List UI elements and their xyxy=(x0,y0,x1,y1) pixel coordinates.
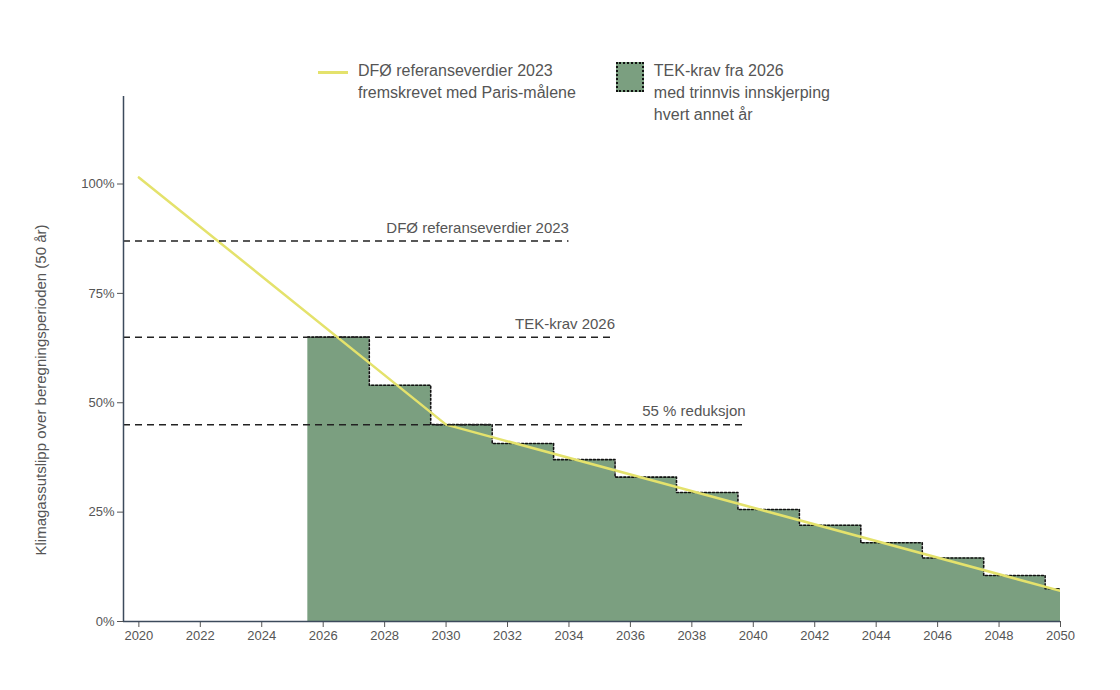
html-text:Klimagassutslipp over beregnin: Klimagassutslipp over beregningsperioden… xyxy=(31,224,49,556)
svg-text:100%: 100% xyxy=(81,176,115,191)
html-text:DFØ referanseverdier 2023 frem: DFØ referanseverdier 2023 fremskrevet me… xyxy=(358,62,576,101)
svg-text:2050: 2050 xyxy=(1046,628,1075,643)
svg-text:2034: 2034 xyxy=(554,628,583,643)
svg-text:2040: 2040 xyxy=(739,628,768,643)
svg-text:2038: 2038 xyxy=(677,628,706,643)
svg-text:25%: 25% xyxy=(88,504,114,519)
svg-text:2030: 2030 xyxy=(432,628,461,643)
svg-text:2042: 2042 xyxy=(800,628,829,643)
svg-text:TEK-krav 2026: TEK-krav 2026 xyxy=(515,315,615,332)
svg-text:2026: 2026 xyxy=(309,628,338,643)
svg-text:2046: 2046 xyxy=(923,628,952,643)
svg-text:2024: 2024 xyxy=(247,628,276,643)
svg-text:2020: 2020 xyxy=(124,628,153,643)
svg-text:2048: 2048 xyxy=(985,628,1014,643)
svg-text:2022: 2022 xyxy=(186,628,215,643)
svg-text:0%: 0% xyxy=(96,614,115,629)
svg-text:2036: 2036 xyxy=(616,628,645,643)
svg-text:DFØ referanseverdier 2023: DFØ referanseverdier 2023 xyxy=(386,219,569,236)
html-text:TEK-krav fra 2026 med trinnvis: TEK-krav fra 2026 med trinnvis innskjerp… xyxy=(653,62,830,123)
svg-text:2028: 2028 xyxy=(370,628,399,643)
svg-text:75%: 75% xyxy=(88,286,114,301)
svg-text:50%: 50% xyxy=(88,395,114,410)
svg-text:2032: 2032 xyxy=(493,628,522,643)
svg-text:55 % reduksjon: 55 % reduksjon xyxy=(642,402,745,419)
svg-text:2044: 2044 xyxy=(862,628,891,643)
